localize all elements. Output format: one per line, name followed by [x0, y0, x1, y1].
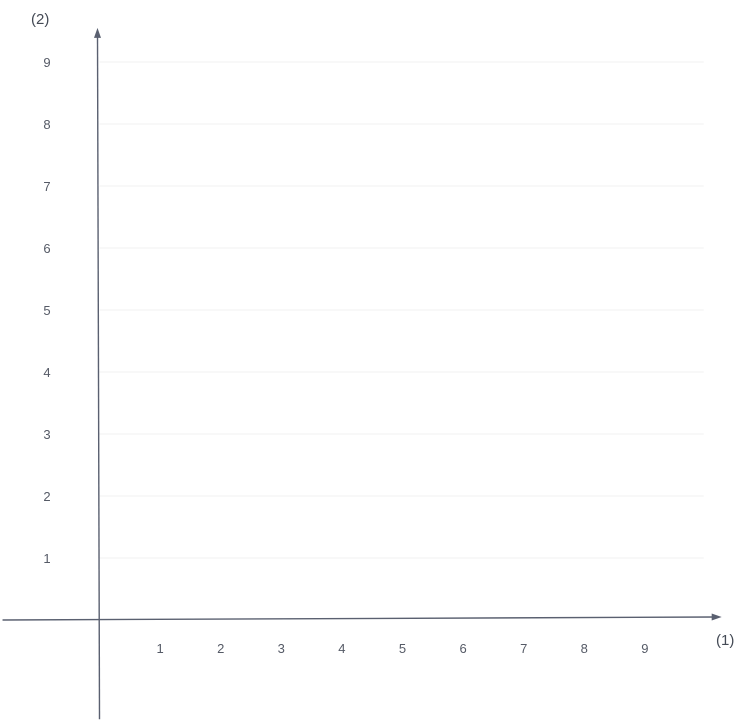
- y-tick-labels: 1 2 3 4 5 6 7 8 9: [43, 55, 50, 566]
- x-axis-arrowhead: [711, 613, 722, 621]
- y-tick-label-1: 1: [43, 551, 50, 566]
- y-axis-title: (2): [31, 11, 49, 28]
- y-axis-line: [96, 33, 101, 720]
- x-tick-label-5: 5: [399, 641, 406, 656]
- y-tick-label-5: 5: [43, 303, 50, 318]
- x-tick-label-1: 1: [156, 641, 163, 656]
- x-tick-label-8: 8: [581, 641, 588, 656]
- y-tick-label-4: 4: [43, 365, 50, 380]
- y-tick-label-2: 2: [43, 489, 50, 504]
- y-tick-label-6: 6: [43, 241, 50, 256]
- x-tick-label-6: 6: [459, 641, 466, 656]
- grid: [99, 61, 704, 559]
- axes: [2, 27, 722, 720]
- x-tick-label-7: 7: [520, 641, 527, 656]
- x-tick-label-3: 3: [278, 641, 285, 656]
- y-tick-label-9: 9: [43, 55, 50, 70]
- x-axis-line: [2, 616, 716, 621]
- y-tick-label-7: 7: [43, 179, 50, 194]
- y-tick-label-3: 3: [43, 427, 50, 442]
- y-tick-label-8: 8: [43, 117, 50, 132]
- x-tick-label-2: 2: [217, 641, 224, 656]
- y-axis-arrowhead: [94, 27, 101, 38]
- x-tick-label-9: 9: [641, 641, 648, 656]
- x-tick-label-4: 4: [338, 641, 345, 656]
- x-axis-title: (1): [716, 632, 734, 649]
- x-tick-labels: 1 2 3 4 5 6 7 8 9: [156, 641, 648, 656]
